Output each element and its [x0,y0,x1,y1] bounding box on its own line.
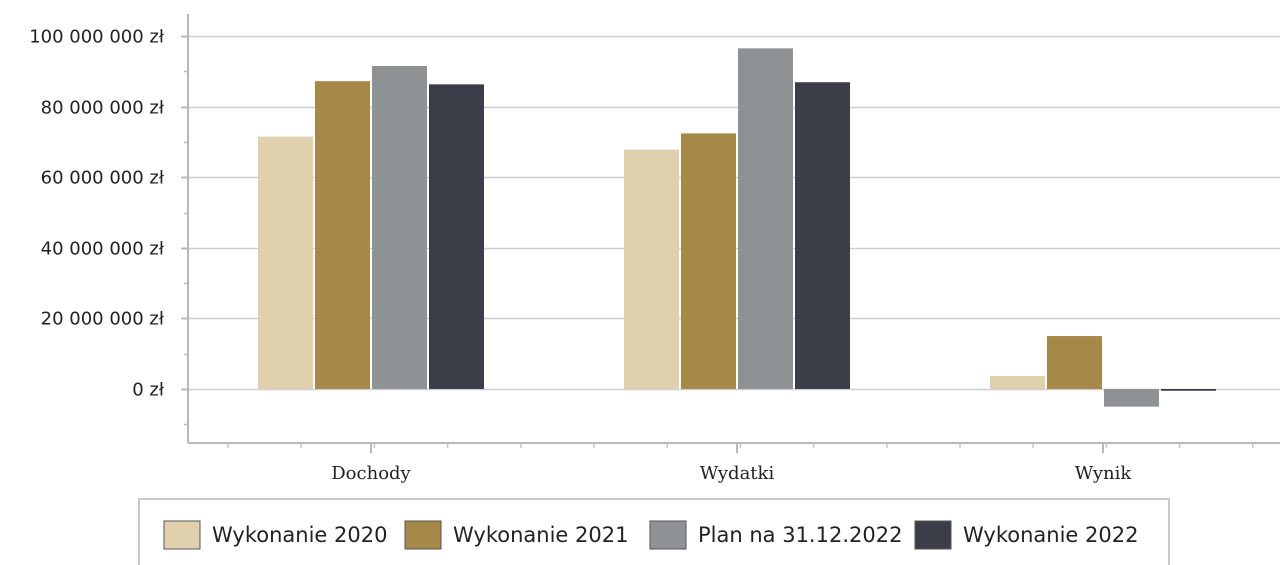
legend-swatch [163,520,201,550]
y-tick-label: 60 000 000 zł [41,168,165,189]
bars [258,48,1216,407]
bar [258,136,313,389]
legend-swatch [914,520,952,550]
bar [738,48,793,389]
bar [1161,389,1216,391]
legend-label: Wykonanie 2022 [963,523,1138,547]
legend-swatch [404,520,442,550]
x-category-label: Dochody [331,463,411,484]
y-tick-label: 0 zł [132,380,165,401]
bar [1047,336,1102,389]
bar [624,149,679,389]
x-category-label: Wynik [1075,463,1133,484]
bar [372,66,427,389]
legend-label: Wykonanie 2020 [212,523,387,547]
y-tick-label: 20 000 000 zł [41,309,165,330]
bar [1104,389,1159,407]
y-tick-label: 100 000 000 zł [29,27,165,48]
legend-label: Wykonanie 2021 [453,523,628,547]
bar [429,84,484,390]
y-tick-label: 80 000 000 zł [41,98,165,119]
x-category-label: Wydatki [700,463,775,484]
x-categories: Dochody Wydatki Wynik [227,443,1254,484]
legend-label: Plan na 31.12.2022 [698,523,902,547]
y-tick-label: 40 000 000 zł [41,239,165,260]
legend: Wykonanie 2020 Wykonanie 2021 Plan na 31.1… [138,498,1170,565]
bar [315,81,370,390]
bar [795,82,850,390]
bar [681,133,736,389]
bar [990,375,1045,389]
y-ticks: 0 zł 20 000 000 zł 40 000 000 zł 60 000 000… [29,27,188,426]
legend-swatch [649,520,687,550]
